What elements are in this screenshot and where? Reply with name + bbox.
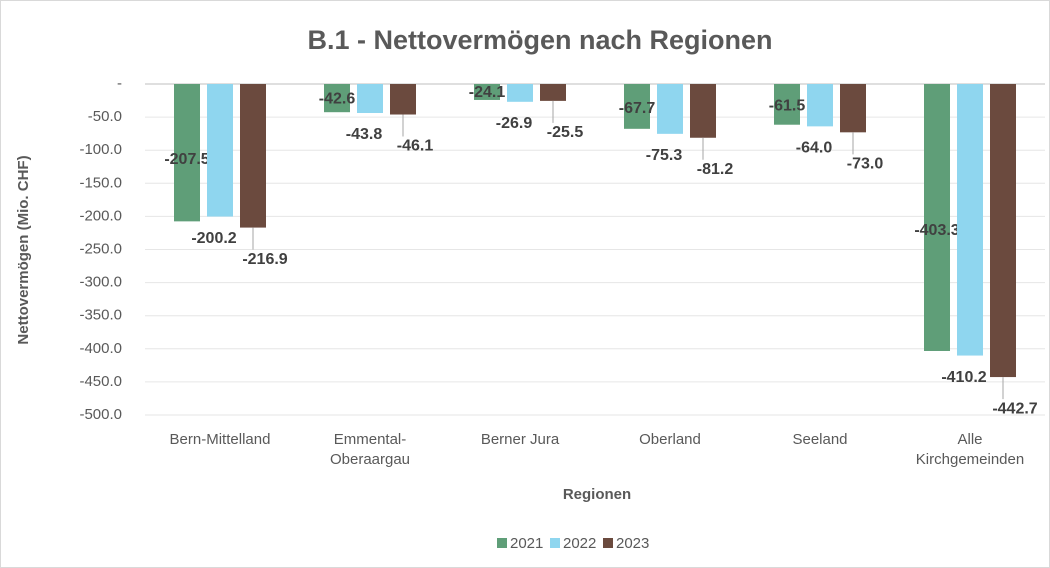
bar	[657, 84, 683, 134]
legend-swatch	[497, 538, 507, 548]
x-tick-label: Bern-Mittelland	[170, 431, 271, 448]
data-label: -207.5	[164, 151, 209, 168]
y-tick-label: -350.0	[79, 307, 122, 324]
bar	[774, 84, 800, 125]
bar	[357, 84, 383, 113]
data-label: -25.5	[547, 124, 584, 141]
bar	[807, 84, 833, 127]
data-label: -24.1	[469, 84, 506, 101]
data-label: -403.3	[914, 222, 959, 239]
bar	[324, 84, 350, 113]
bar	[174, 84, 200, 222]
data-label: -26.9	[496, 115, 533, 132]
legend-swatch	[603, 538, 613, 548]
y-tick-label: -100.0	[79, 141, 122, 158]
x-tick-label: Berner Jura	[481, 431, 560, 448]
data-label: -410.2	[941, 369, 986, 386]
y-tick-label: -450.0	[79, 373, 122, 390]
data-label: -61.5	[769, 98, 806, 115]
legend-label: 2022	[563, 535, 596, 552]
legend-swatch	[550, 538, 560, 548]
bar	[474, 84, 500, 100]
chart-title: B.1 - Nettovermögen nach Regionen	[307, 25, 772, 55]
x-tick-label: Kirchgemeinden	[916, 451, 1024, 468]
x-tick-label: Seeland	[792, 431, 847, 448]
x-tick-label: Oberaargau	[330, 451, 410, 468]
y-axis-title: Nettovermögen (Mio. CHF)	[15, 155, 32, 344]
bar	[624, 84, 650, 129]
y-tick-label: -300.0	[79, 274, 122, 291]
bar	[540, 84, 566, 101]
y-tick-label: -150.0	[79, 174, 122, 191]
y-tick-label: -500.0	[79, 406, 122, 423]
bar	[207, 84, 233, 217]
x-tick-label: Emmental-	[334, 431, 407, 448]
data-label: -64.0	[796, 140, 833, 157]
x-tick-label: Alle	[957, 431, 982, 448]
bar	[690, 84, 716, 138]
y-tick-label: -	[117, 75, 122, 92]
bar	[957, 84, 983, 356]
data-label: -43.8	[346, 126, 383, 143]
y-tick-label: -250.0	[79, 240, 122, 257]
legend-label: 2021	[510, 535, 543, 552]
data-label: -200.2	[191, 230, 236, 247]
bar	[240, 84, 266, 228]
data-label: -46.1	[397, 138, 434, 155]
data-label: -75.3	[646, 147, 683, 164]
data-label: -216.9	[242, 251, 287, 268]
bar	[990, 84, 1016, 378]
legend-label: 2023	[616, 535, 649, 552]
data-label: -42.6	[319, 91, 356, 108]
x-tick-label: Oberland	[639, 431, 701, 448]
data-label: -81.2	[697, 161, 734, 178]
data-label: -442.7	[992, 400, 1037, 417]
x-axis-title: Regionen	[563, 486, 631, 503]
bar	[507, 84, 533, 102]
y-tick-label: -400.0	[79, 340, 122, 357]
bar	[924, 84, 950, 351]
y-tick-label: -200.0	[79, 207, 122, 224]
data-label: -67.7	[619, 100, 656, 117]
y-tick-label: -50.0	[88, 108, 122, 125]
bar	[840, 84, 866, 133]
bar	[390, 84, 416, 115]
data-label: -73.0	[847, 156, 884, 173]
